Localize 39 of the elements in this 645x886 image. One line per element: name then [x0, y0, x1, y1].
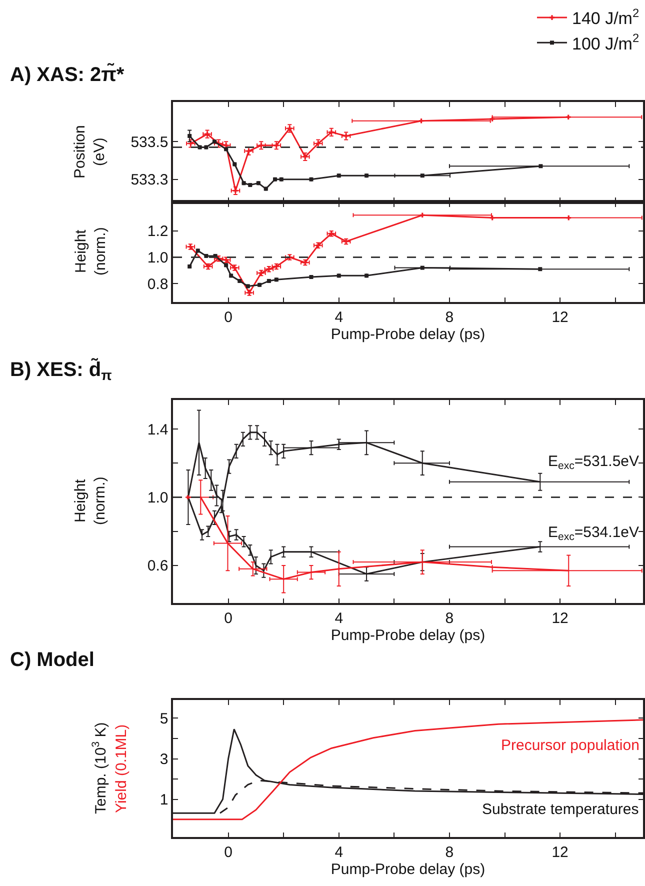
y-axis-title: Height (norm.): [72, 476, 108, 525]
x-tick-label: 12: [552, 308, 568, 326]
y-tick-label: 533.3: [130, 172, 168, 189]
annotation: E$_{exc}$=534.1eV: [548, 524, 640, 544]
x-tick-label: 12: [552, 844, 568, 861]
y-tick-label: 0.6: [147, 558, 168, 575]
y-tick-label: 0.8: [147, 276, 168, 293]
x-tick-label: 12: [552, 610, 568, 627]
x-tick-label: 0: [224, 844, 232, 861]
x-tick-label: 8: [445, 610, 454, 627]
x-tick-label: 0: [224, 610, 232, 627]
legend-label: 100 J/m$^{2}$: [572, 31, 640, 54]
annotation: Precursor population: [501, 737, 640, 754]
x-tick-label: 8: [445, 308, 454, 326]
y-tick-label: 1: [160, 792, 168, 809]
y-tick-label: 533.5: [130, 134, 168, 151]
annotation: E$_{exc}$=531.5eV: [548, 453, 640, 472]
y-axis-title: Height (norm.): [72, 227, 109, 276]
x-axis-title: Pump-Probe delay (ps): [330, 626, 486, 644]
y-tick-label: 1.4: [147, 421, 168, 438]
x-tick-label: 4: [334, 610, 344, 627]
chart-title: B) XES: d̃$_{π}$: [10, 358, 112, 384]
y-tick-label: 1.0: [147, 250, 168, 267]
x-axis-title: Pump-Probe delay (ps): [330, 326, 486, 343]
y-tick-label: 3: [160, 751, 168, 768]
x-tick-label: 0: [224, 308, 232, 326]
y-tick-label: 1.0: [147, 489, 168, 506]
legend-label: 140 J/m$^{2}$: [572, 6, 640, 28]
chart-title: A) XAS: 2π̃*: [10, 63, 124, 86]
y-tick-label: 5: [160, 710, 168, 728]
chart-title: C) Model: [10, 649, 94, 671]
y-tick-label: 1.2: [147, 223, 168, 240]
x-axis-title: Pump-Probe delay (ps): [330, 860, 486, 878]
annotation: Substrate temperatures: [482, 801, 639, 818]
x-tick-label: 8: [445, 844, 454, 861]
y-axis-title: Position (eV): [72, 125, 108, 178]
x-tick-label: 4: [334, 844, 344, 861]
text: Yield (0.1ML): [113, 724, 130, 813]
x-tick-label: 4: [334, 308, 344, 326]
